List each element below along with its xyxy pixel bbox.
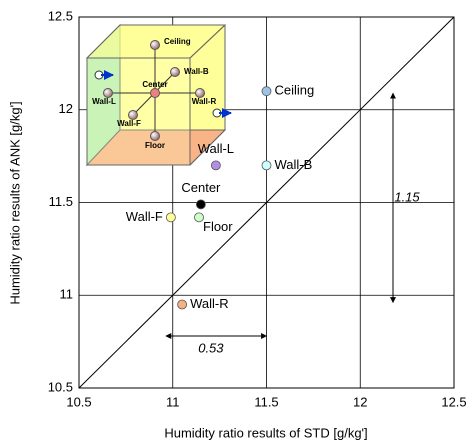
point-label: Floor (203, 219, 233, 234)
y-axis-title: Humidity ratio results of ANK [g/kg'] (7, 101, 22, 304)
x-tick-label: 11.5 (254, 394, 278, 409)
data-point (195, 199, 206, 210)
x-tick-label: 12.5 (441, 394, 466, 409)
point-label: Wall-F (126, 209, 163, 224)
data-point (177, 299, 188, 310)
x-tick-label: 12 (353, 394, 367, 409)
inset-node (150, 131, 160, 141)
annotation: 1.15 (394, 189, 420, 204)
inset-label: Floor (145, 141, 165, 150)
point-label: Wall-L (198, 141, 234, 156)
y-tick-label: 11 (60, 287, 74, 302)
data-point (261, 160, 272, 171)
inset-node (170, 67, 180, 77)
inset-label: Ceiling (164, 37, 191, 46)
point-label: Wall-R (190, 296, 229, 311)
inset-node (128, 110, 138, 120)
x-axis-title: Humidity ratio results of STD [g/kg'] (164, 425, 367, 440)
identity-line (78, 16, 455, 389)
y-tick-label: 12.5 (48, 8, 73, 23)
cube-edge (189, 24, 226, 59)
inset-label: Wall-R (192, 97, 217, 106)
y-tick-label: 12 (59, 101, 73, 116)
inset-label: Wall-B (184, 67, 209, 76)
point-label: Ceiling (275, 83, 315, 98)
data-point (261, 86, 272, 97)
y-tick-label: 10.5 (48, 379, 73, 394)
inset-node (150, 88, 160, 98)
inset-node (195, 88, 205, 98)
inset-label: Center (142, 80, 167, 89)
data-point (210, 160, 221, 171)
inset-label: Wall-L (92, 97, 116, 106)
inset-diagram: Ceiling Wall-B Center Wall-L Wall-R Wall-F Flo… (85, 23, 232, 167)
point-label: Center (181, 180, 221, 195)
plot-border (78, 16, 455, 389)
x-tick-label: 10.5 (66, 394, 91, 409)
cube-edge (189, 129, 226, 166)
point-label: Wall-B (275, 157, 313, 172)
y-tick-label: 11.5 (49, 194, 73, 209)
data-point (165, 212, 176, 223)
inset-label: Wall-F (117, 119, 141, 128)
x-tick-label: 11 (166, 394, 180, 409)
annotation: 0.53 (198, 340, 224, 355)
inset-node (150, 40, 160, 50)
data-point (194, 212, 204, 223)
inset-node (103, 88, 113, 98)
